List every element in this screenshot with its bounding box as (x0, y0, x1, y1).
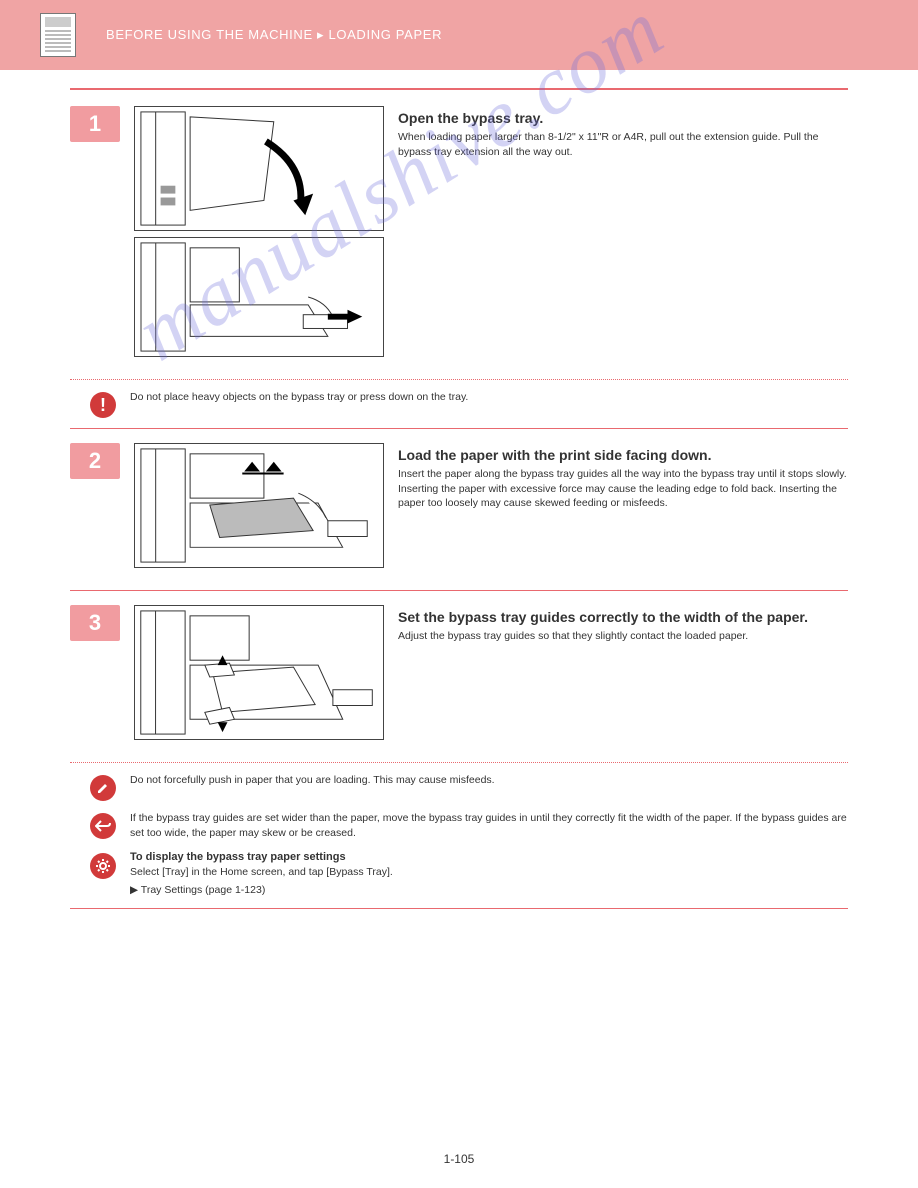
dotted-separator (70, 379, 848, 380)
step-desc: When loading paper larger than 8-1/2" x … (398, 130, 848, 159)
back-text: If the bypass tray guides are set wider … (130, 811, 848, 841)
pencil-text: Do not forcefully push in paper that you… (130, 773, 848, 788)
step-figure-column (134, 106, 384, 363)
step-text: Set the bypass tray guides correctly to … (398, 605, 848, 746)
pencil-icon (90, 775, 116, 801)
gear-icon (90, 853, 116, 879)
back-arrow-icon (90, 813, 116, 839)
step-3-figure (134, 605, 384, 740)
warning-note: ! Do not place heavy objects on the bypa… (70, 390, 848, 418)
step-1-figure-a (134, 106, 384, 231)
back-note: If the bypass tray guides are set wider … (70, 811, 848, 841)
solid-separator (70, 590, 848, 591)
top-rule (70, 88, 848, 90)
step-2-figure (134, 443, 384, 568)
dotted-separator (70, 762, 848, 763)
step-desc: Adjust the bypass tray guides so that th… (398, 629, 848, 644)
gear-link[interactable]: ▶ Tray Settings (page 1-123) (130, 883, 848, 898)
gear-line1: Select [Tray] in the Home screen, and ta… (130, 865, 848, 880)
step-figure-column (134, 443, 384, 574)
step-desc: Insert the paper along the bypass tray g… (398, 467, 848, 511)
step-1-figure-b (134, 237, 384, 357)
page-header: BEFORE USING THE MACHINE ▸ LOADING PAPER (0, 0, 918, 70)
step-title: Open the bypass tray. (398, 110, 848, 126)
pencil-note: Do not forcefully push in paper that you… (70, 773, 848, 801)
step-1: 1 (70, 100, 848, 373)
content-area: 1 (0, 70, 918, 909)
gear-title: To display the bypass tray paper setting… (130, 851, 848, 863)
gear-note: To display the bypass tray paper setting… (70, 851, 848, 897)
step-text: Load the paper with the print side facin… (398, 443, 848, 574)
step-text: Open the bypass tray. When loading paper… (398, 106, 848, 363)
step-number: 3 (70, 605, 120, 641)
header-title: BEFORE USING THE MACHINE ▸ LOADING PAPER (106, 27, 442, 43)
solid-separator (70, 428, 848, 429)
step-title: Set the bypass tray guides correctly to … (398, 609, 848, 625)
printer-icon (40, 13, 76, 57)
step-title: Load the paper with the print side facin… (398, 447, 848, 463)
step-2: 2 Load the paper with the print side (70, 437, 848, 584)
bottom-rule (70, 908, 848, 909)
page-number: 1-105 (0, 1152, 918, 1166)
step-figure-column (134, 605, 384, 746)
step-3: 3 Set the bypass tray guides correctl (70, 599, 848, 756)
warning-icon: ! (90, 392, 116, 418)
step-number: 1 (70, 106, 120, 142)
step-number: 2 (70, 443, 120, 479)
warning-text: Do not place heavy objects on the bypass… (130, 390, 848, 405)
